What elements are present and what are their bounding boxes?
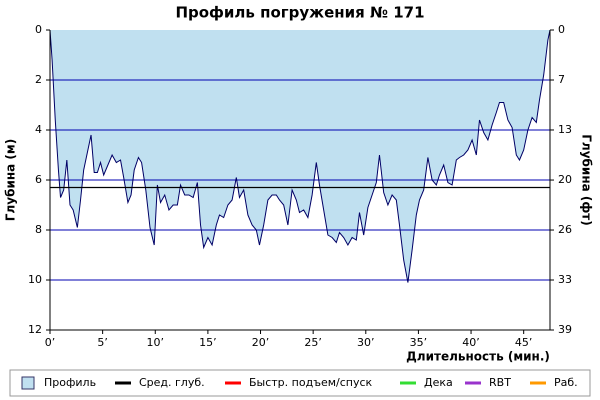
y2-tick-label: 20 [558, 173, 572, 186]
legend-label: Профиль [44, 376, 96, 389]
y2-tick-label: 26 [558, 223, 572, 236]
y-tick-label: 12 [28, 323, 42, 336]
y2-tick-label: 13 [558, 123, 572, 136]
y-tick-label: 8 [35, 223, 42, 236]
y-tick-label: 10 [28, 273, 42, 286]
x-axis-label: Длительность (мин.) [406, 350, 550, 364]
y2-tick-label: 7 [558, 73, 565, 86]
legend-label: RBT [489, 376, 511, 389]
profile-line [49, 29, 551, 283]
y2-tick-label: 39 [558, 323, 572, 336]
y2-tick-label: 0 [558, 23, 565, 36]
profile-area [50, 30, 550, 283]
x-tick-label: 45’ [515, 336, 533, 349]
x-tick-label: 20’ [252, 336, 270, 349]
x-tick-label: 10’ [147, 336, 165, 349]
x-tick-label: 35’ [410, 336, 428, 349]
legend-label: Быстр. подъем/спуск [249, 376, 373, 389]
legend-swatch [21, 376, 35, 390]
x-tick-label: 40’ [462, 336, 480, 349]
y-tick-label: 4 [35, 123, 42, 136]
chart-title: Профиль погружения № 171 [175, 4, 424, 22]
y-tick-label: 0 [35, 23, 42, 36]
x-tick-label: 25’ [304, 336, 322, 349]
x-tick-label: 5’ [97, 336, 108, 349]
x-tick-label: 0’ [45, 336, 56, 349]
y2-axis-label: Глубина (фт) [580, 134, 594, 225]
x-tick-label: 30’ [357, 336, 375, 349]
x-tick-label: 15’ [199, 336, 217, 349]
legend-label: Раб. [554, 376, 578, 389]
y-tick-label: 2 [35, 73, 42, 86]
legend-label: Дека [424, 376, 453, 389]
legend-box [9, 369, 591, 397]
y-axis-label: Глубина (м) [4, 139, 18, 221]
y2-tick-label: 33 [558, 273, 572, 286]
y-tick-label: 6 [35, 173, 42, 186]
legend-label: Сред. глуб. [139, 376, 205, 389]
